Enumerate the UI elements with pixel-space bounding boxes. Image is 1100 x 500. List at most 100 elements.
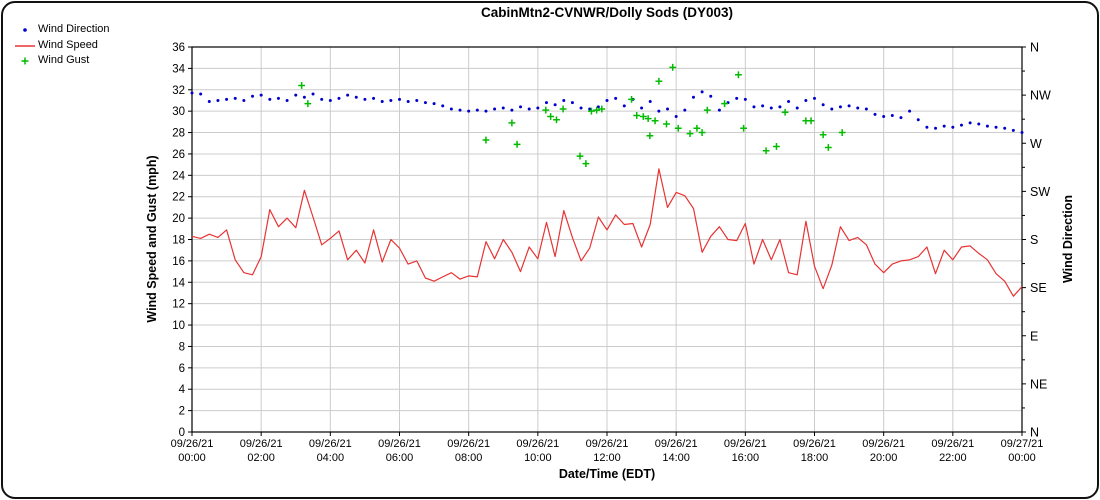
x-tick-date-label: 09/26/21 [447, 438, 490, 450]
wind-gust-point [547, 113, 555, 120]
y-left-tick-label: 28 [172, 128, 185, 140]
wind-gust-plus-icon [21, 57, 29, 65]
wind-direction-point [614, 96, 618, 100]
wind-direction-point [216, 98, 220, 102]
x-tick-time-label: 04:00 [317, 452, 345, 464]
wind-direction-point [527, 107, 531, 111]
x-tick-time-label: 12:00 [593, 452, 621, 464]
wind-direction-point [432, 102, 436, 106]
y-left-tick-label: 4 [179, 384, 186, 396]
wind-direction-point [475, 108, 479, 112]
wind-direction-point [259, 93, 263, 97]
wind-gust-point [639, 113, 647, 120]
wind-gust-point [646, 132, 654, 140]
legend-item-wind-speed: Wind Speed [12, 38, 110, 54]
wind-direction-point [389, 98, 393, 102]
wind-direction-point [683, 108, 687, 112]
wind-direction-point [882, 115, 886, 119]
wind-direction-point [268, 97, 272, 101]
wind-direction-point [596, 105, 600, 109]
wind-direction-point [553, 103, 557, 107]
wind-direction-point [778, 105, 782, 109]
wind-direction-point [354, 95, 358, 99]
x-tick-time-label: 16:00 [732, 452, 760, 464]
wind-gust-point [559, 105, 567, 113]
wind-gust-point [663, 120, 670, 128]
y-right-axis-title: Wind Direction [1061, 195, 1075, 283]
x-tick-time-label: 08:00 [455, 452, 483, 464]
x-tick-time-label: 06:00 [386, 452, 414, 464]
wind-gust-point [513, 140, 521, 148]
wind-direction-point [501, 106, 505, 110]
wind-direction-point [899, 116, 903, 120]
x-tick-date-label: 09/26/21 [171, 438, 214, 450]
wind-direction-point [890, 113, 894, 117]
wind-gust-point [674, 124, 682, 132]
wind-direction-point [666, 107, 670, 111]
wind-gust-point [644, 115, 652, 123]
legend-label-wind-gust: Wind Gust [38, 54, 90, 67]
y-left-tick-label: 32 [172, 85, 185, 97]
wind-direction-point [942, 124, 946, 128]
wind-gust-point [542, 106, 550, 114]
wind-gust-point [721, 100, 728, 108]
y-right-tick-label: W [1030, 137, 1042, 151]
wind-direction-point [856, 106, 860, 110]
wind-gust-point [740, 124, 748, 132]
wind-direction-point [544, 101, 548, 105]
wind-direction-point [510, 108, 514, 112]
wind-direction-point [363, 97, 367, 101]
wind-gust-point [508, 119, 516, 127]
x-tick-date-label: 09/26/21 [378, 438, 421, 450]
wind-gust-point [693, 124, 701, 132]
wind-gust-point [633, 112, 641, 119]
wind-direction-point [294, 93, 298, 97]
legend-label-wind-speed: Wind Speed [38, 38, 98, 51]
wind-direction-point [994, 125, 998, 129]
wind-direction-point [752, 105, 756, 109]
wind-direction-point [1020, 131, 1024, 135]
y-left-tick-label: 6 [179, 363, 185, 375]
wind-direction-point [346, 93, 350, 97]
wind-direction-point [605, 98, 609, 102]
y-left-tick-label: 24 [172, 170, 185, 182]
x-tick-date-label: 09/26/21 [931, 438, 974, 450]
y-right-tick-label: NW [1030, 89, 1051, 103]
wind-gust-point [482, 136, 490, 144]
wind-direction-point [337, 96, 341, 100]
wind-direction-point [484, 109, 488, 113]
x-tick-time-label: 20:00 [870, 452, 898, 464]
x-tick-date-label: 09/26/21 [793, 438, 836, 450]
wind-direction-point [640, 106, 644, 110]
wind-direction-point [743, 97, 747, 101]
wind-direction-point [570, 101, 574, 105]
x-tick-time-label: 00:00 [1008, 452, 1036, 464]
wind-direction-point [225, 97, 229, 101]
wind-gust-point [781, 108, 789, 116]
wind-direction-point [864, 107, 868, 111]
axis-ticks [188, 46, 1026, 436]
wind-direction-point [787, 100, 791, 104]
wind-direction-point [700, 90, 704, 94]
wind-direction-point [977, 122, 981, 126]
wind-gust-point [593, 106, 601, 114]
wind-gust-point [576, 152, 584, 160]
wind-direction-point [423, 101, 427, 105]
wind-direction-point [562, 98, 566, 102]
x-tick-date-label: 09/26/21 [655, 438, 698, 450]
wind-direction-point [968, 121, 972, 125]
wind-direction-point [674, 115, 678, 119]
wind-direction-point [1003, 126, 1007, 130]
wind-gust-point [655, 77, 663, 85]
wind-direction-point [847, 104, 851, 108]
wind-direction-point [873, 112, 877, 116]
wind-gust-point [824, 144, 832, 151]
wind-direction-point [415, 98, 419, 102]
wind-direction-point [804, 98, 808, 102]
axis-tick-labels: 02468101214161820222426283032343609/26/2… [171, 41, 1051, 465]
wind-direction-point [1011, 128, 1015, 132]
y-left-axis-title: Wind Speed and Gust (mph) [145, 155, 159, 322]
y-right-tick-label: N [1030, 426, 1039, 440]
y-right-tick-label: E [1030, 329, 1038, 343]
y-left-tick-label: 18 [172, 235, 185, 247]
